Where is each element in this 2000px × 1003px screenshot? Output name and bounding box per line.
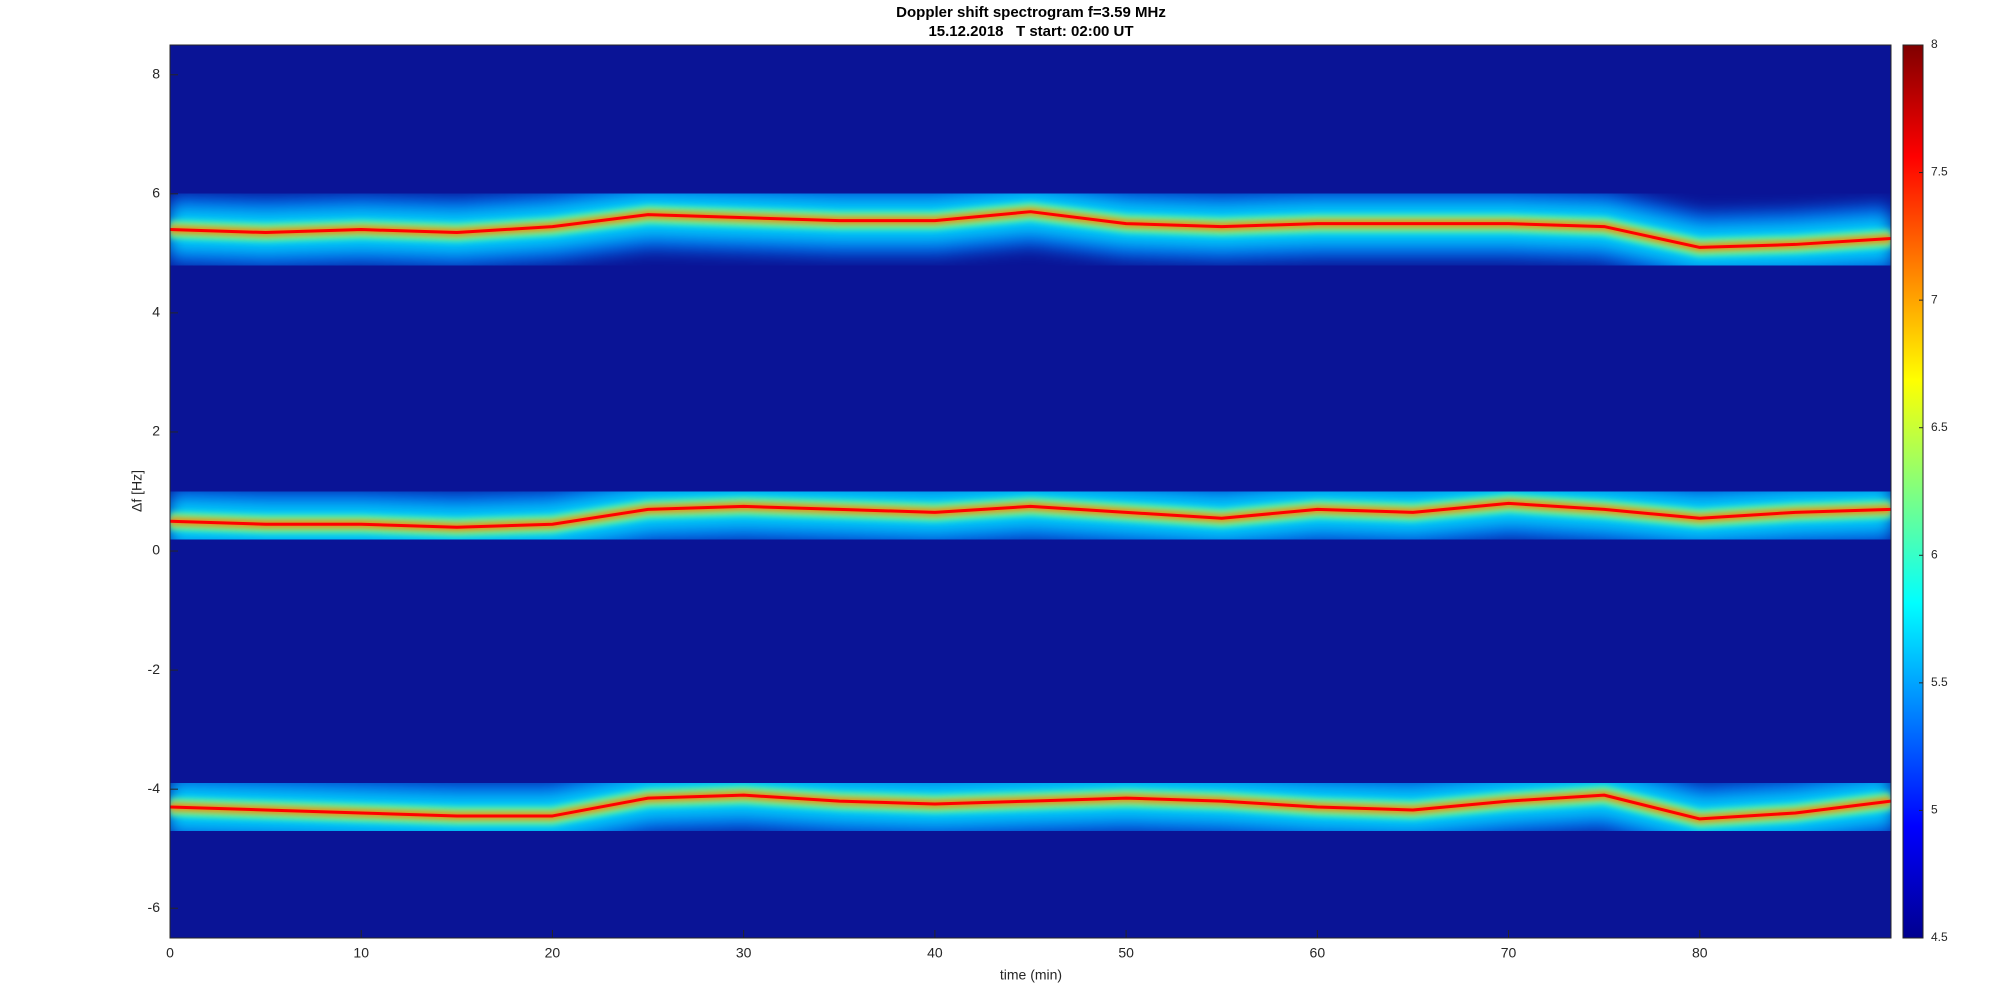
- colorbar: [1902, 44, 1924, 939]
- x-tick-label: 0: [166, 945, 174, 961]
- colorbar-tick-label: 4.5: [1931, 930, 1948, 944]
- y-axis-label: Δf [Hz]: [129, 470, 145, 512]
- x-tick-label: 10: [353, 945, 369, 961]
- colorbar-tick-label: 5: [1931, 803, 1938, 817]
- colorbar-tick-label: 5.5: [1931, 675, 1948, 689]
- trace: [170, 210, 1891, 249]
- x-tick-label: 80: [1692, 945, 1708, 961]
- colorbar-tick-label: 7.5: [1931, 165, 1948, 179]
- chart-title: Doppler shift spectrogram f=3.59 MHz: [896, 4, 1166, 21]
- y-tick-label: 8: [152, 65, 160, 81]
- y-tick-label: 2: [152, 423, 160, 439]
- y-tick-label: 4: [152, 304, 160, 320]
- y-tick-label: 6: [152, 185, 160, 201]
- trace: [170, 501, 1891, 529]
- x-tick-label: 50: [1118, 945, 1134, 961]
- traces: [170, 176, 1891, 854]
- x-tick-label: 30: [736, 945, 752, 961]
- colorbar-tick-label: 6.5: [1931, 420, 1948, 434]
- x-tick-label: 60: [1310, 945, 1326, 961]
- plot-frame: [169, 44, 1892, 939]
- y-tick-label: 0: [152, 542, 160, 558]
- x-tick-label: 70: [1501, 945, 1517, 961]
- colorbar-tick-label: 8: [1931, 37, 1938, 51]
- colorbar-tick-label: 6: [1931, 547, 1938, 561]
- chart-subtitle: 15.12.2018 T start: 02:00 UT: [928, 23, 1133, 40]
- x-tick-label: 40: [927, 945, 943, 961]
- x-axis-label: time (min): [1000, 967, 1062, 983]
- trace: [170, 793, 1891, 821]
- x-tick-label: 20: [545, 945, 561, 961]
- y-tick-label: -2: [148, 661, 161, 677]
- colorbar-tick-label: 7: [1931, 292, 1938, 306]
- y-tick-label: -6: [148, 899, 161, 915]
- y-tick-label: -4: [148, 780, 161, 796]
